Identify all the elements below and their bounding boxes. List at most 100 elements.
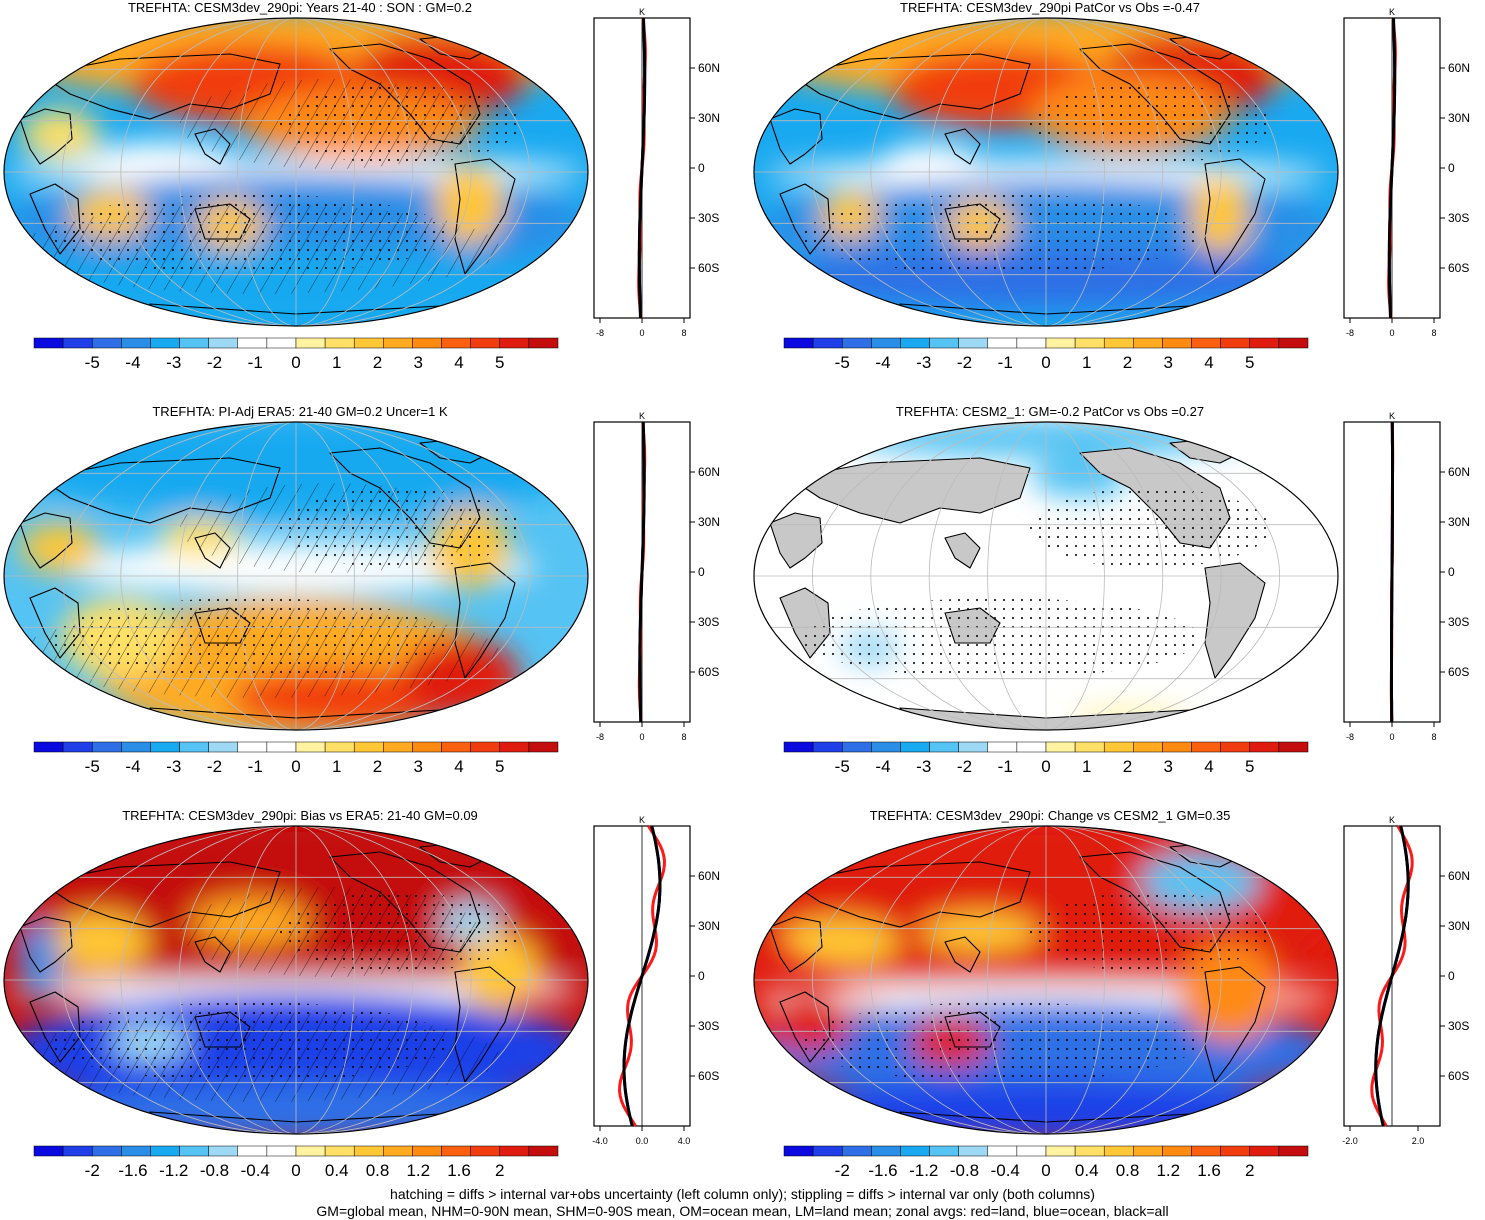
colorbar-swatch [841,337,872,349]
colorbar: -5 -4 -3 -2 -1 0 1 2 3 4 5 [33,741,559,776]
zonal-unit-label: K [1389,815,1395,825]
colorbar-swatch [499,741,530,753]
colorbar-swatch [987,1145,1018,1157]
colorbar-swatch [1220,741,1251,753]
panel-4: TREFHTA: CESM2_1: GM=-0.2 PatCor vs Obs … [750,404,1485,809]
zonal-x-tick: -8 [1346,328,1354,338]
colorbar-swatch [900,1145,930,1157]
colorbar-swatch [266,741,297,753]
coastline [1204,966,1266,1083]
colorbar-swatch [62,741,93,753]
zonal-lat-tick: 0 [1448,565,1455,579]
colorbar-swatch [208,741,239,753]
colorbar-label: 0 [1041,353,1050,372]
colorbar-swatch [1278,741,1309,753]
zonal-lat-tick: 30S [698,615,719,629]
colorbar-swatch [62,1145,93,1157]
colorbar-label: -4 [125,353,140,372]
zonal-x-tick: 8 [1431,328,1436,338]
colorbar-swatch [1191,1145,1221,1157]
zonal-lat-tick: 0 [698,161,705,175]
map-border [3,17,589,327]
coastline [769,916,823,973]
colorbar-swatch [441,337,471,349]
coastline [1204,158,1266,275]
colorbar-label: 3 [414,757,423,776]
colorbar-swatch [1249,741,1280,753]
zonal-x-tick: 0.0 [636,1136,649,1146]
zonal-unit-label: K [1389,411,1395,421]
colorbar-swatch [958,1145,989,1157]
zonal-lat-tick: 60S [1448,1069,1469,1083]
colorbar-label: 3 [1164,757,1173,776]
zonal-x-tick: 0 [1389,732,1394,742]
colorbar-swatch [1045,1145,1076,1157]
colorbar-swatch [91,337,122,349]
colorbar-label: 0 [291,757,300,776]
colorbar-swatch [1133,337,1163,349]
map-border [753,825,1339,1135]
colorbar-swatch [150,1145,180,1157]
colorbar-swatch [987,337,1018,349]
map-title: TREFHTA: CESM2_1: GM=-0.2 PatCor vs Obs … [895,404,1205,419]
colorbar-swatch [958,337,989,349]
global-map [753,825,1339,1135]
colorbar-swatch [841,741,872,753]
colorbar-swatch [783,741,814,753]
colorbar-swatch [871,1145,901,1157]
colorbar-swatch [1016,741,1047,753]
zonal-x-tick: 0 [639,328,644,338]
colorbar-label: 2 [373,353,382,372]
colorbar-swatch [987,741,1018,753]
zonal-lat-tick: 60S [698,1069,719,1083]
colorbar-label: 1.6 [447,1161,471,1180]
colorbar-swatch [412,337,442,349]
colorbar-swatch [900,337,930,349]
colorbar-label: 0.8 [1116,1161,1140,1180]
zonal-x-tick: 8 [681,328,686,338]
colorbar-label: 5 [495,757,504,776]
colorbar-label: -0.4 [991,1161,1020,1180]
coastline [944,936,981,973]
colorbar-label: 0.4 [325,1161,349,1180]
panel-3: TREFHTA: PI-Adj ERA5: 21-40 GM=0.2 Uncer… [0,404,742,809]
colorbar-label: -0.4 [241,1161,270,1180]
colorbar-swatch [179,741,209,753]
zonal-lat-tick: 30S [1448,615,1469,629]
map-title: TREFHTA: CESM3dev_290pi: Bias vs ERA5: 2… [122,808,478,823]
colorbar-swatch [470,1145,501,1157]
colorbar-swatch [121,337,151,349]
colorbar-swatch [237,337,268,349]
map-title: TREFHTA: CESM3dev_290pi: Years 21-40 : S… [127,0,473,15]
zonal-all-line [637,17,647,319]
colorbar-label: -5 [835,757,850,776]
panel-5: TREFHTA: CESM3dev_290pi: Bias vs ERA5: 2… [0,808,742,1213]
global-map [3,825,589,1135]
zonal-lat-tick: 0 [1448,161,1455,175]
colorbar-swatch [1278,337,1309,349]
colorbar-label: -1 [248,353,263,372]
colorbar-swatch [33,741,64,753]
colorbar-label: -2 [207,757,222,776]
zonal-x-tick: -8 [1346,732,1354,742]
zonal-unit-label: K [639,7,645,17]
colorbar-swatch [1074,741,1105,753]
colorbar-swatch [783,337,814,349]
zonal-lat-tick: 60N [1448,61,1470,75]
colorbar-swatch [1045,741,1076,753]
colorbar-label: -1.6 [118,1161,147,1180]
zonal-average-plot: K 60N 30N 0 30S 60S -4.0 0.0 4.0 [592,815,720,1146]
colorbar-swatch [441,1145,471,1157]
colorbar-swatch [412,741,442,753]
colorbar-swatch [441,741,471,753]
colorbar-label: 0 [291,1161,300,1180]
zonal-x-tick: 0 [639,732,644,742]
colorbar-swatch [383,1145,413,1157]
colorbar-swatch [266,1145,297,1157]
colorbar-label: -5 [85,757,100,776]
colorbar-swatch [324,1145,355,1157]
map-border [753,17,1339,327]
zonal-lat-tick: 0 [698,969,705,983]
colorbar-swatch [1191,741,1221,753]
zonal-x-tick: -8 [596,732,604,742]
